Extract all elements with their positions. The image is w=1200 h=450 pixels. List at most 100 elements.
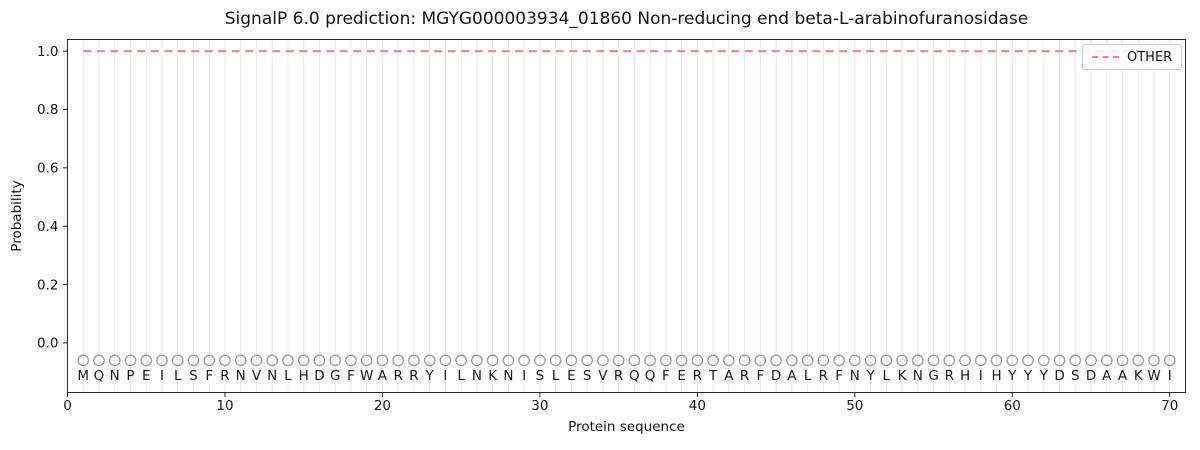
residue-letter: Q [94, 368, 105, 384]
residue-marker [1085, 354, 1097, 367]
residue-marker [534, 354, 546, 367]
residue-letter: I [522, 368, 526, 384]
residue-letter: D [1086, 368, 1096, 384]
residue-letter: S [189, 368, 198, 384]
residue-marker [376, 354, 389, 367]
residue-marker [124, 354, 137, 367]
residue-marker [612, 354, 625, 367]
residue-letter: M [77, 368, 89, 384]
residue-letter: E [142, 368, 151, 384]
residue-marker [707, 354, 719, 367]
residue-marker [77, 354, 90, 367]
residue-marker [1053, 354, 1066, 367]
residue-marker [644, 354, 656, 367]
residue-letter: D [771, 368, 781, 384]
residue-letter: A [787, 368, 797, 384]
residue-letter: E [677, 368, 686, 384]
residue-letter: A [724, 368, 734, 384]
residue-letter: D [314, 368, 324, 384]
residue-letter: E [567, 368, 576, 384]
residue-letter: Y [1007, 368, 1017, 384]
residue-marker [439, 354, 452, 367]
x-tick-label: 70 [1161, 398, 1178, 414]
residue-letter: N [236, 368, 246, 384]
y-tick-label: 0.6 [37, 161, 58, 177]
residue-letter: F [347, 368, 355, 384]
residue-marker [990, 354, 1003, 367]
x-tick-label: 10 [216, 398, 233, 414]
residue-marker [408, 354, 420, 367]
residue-letter: W [1147, 368, 1160, 384]
residue-marker [1069, 354, 1082, 367]
residue-letter: R [409, 368, 418, 384]
residue-letter: G [330, 368, 340, 384]
residue-letter: P [126, 368, 134, 384]
residue-letter: R [393, 368, 402, 384]
residue-marker [911, 354, 924, 367]
residue-marker [723, 354, 735, 367]
residue-letter: N [850, 368, 860, 384]
residue-marker [864, 354, 877, 367]
residue-letter: L [284, 368, 292, 384]
residue-marker [943, 354, 956, 367]
residue-marker [896, 354, 908, 367]
residue-letter: W [360, 368, 373, 384]
residue-letter: L [174, 368, 182, 384]
residue-letter: N [110, 368, 120, 384]
residue-marker [754, 354, 767, 367]
y-tick-label: 0.0 [37, 336, 58, 352]
residue-letter: S [1071, 368, 1080, 384]
residue-letter: V [252, 368, 262, 384]
x-tick-label: 0 [63, 398, 72, 414]
residue-letter: N [267, 368, 277, 384]
residue-letter: A [1102, 368, 1112, 384]
residue-letter: Y [1023, 368, 1033, 384]
residue-marker [628, 354, 641, 367]
residue-letter: T [708, 368, 718, 384]
residue-marker [345, 354, 357, 367]
residue-letter: L [457, 368, 465, 384]
residue-marker [738, 354, 751, 367]
residue-marker [549, 354, 562, 367]
y-tick-label: 0.2 [37, 277, 58, 293]
residue-letter: D [1054, 368, 1064, 384]
residue-marker [455, 354, 468, 367]
residue-letter: R [693, 368, 702, 384]
residue-marker [156, 354, 168, 367]
residue-marker [597, 354, 609, 367]
residue-letter: R [220, 368, 229, 384]
residue-marker [959, 354, 971, 367]
residue-letter: A [378, 368, 388, 384]
residue-marker [250, 354, 263, 367]
residue-marker [140, 354, 153, 367]
residue-marker [880, 354, 893, 367]
residue-marker [518, 354, 530, 367]
residue-marker [1037, 354, 1050, 367]
dashed-line-icon [1092, 56, 1119, 58]
residue-marker [282, 354, 294, 367]
residue-marker [770, 354, 782, 367]
x-tick-label: 60 [1004, 398, 1021, 414]
residue-marker [691, 354, 704, 367]
residue-marker [423, 354, 436, 367]
residue-letter: H [299, 368, 309, 384]
residue-marker [974, 354, 987, 367]
residue-letter: N [913, 368, 923, 384]
x-tick-label: 50 [846, 398, 863, 414]
residue-letter: H [991, 368, 1001, 384]
residue-marker [203, 354, 216, 367]
residue-marker [392, 354, 405, 367]
residue-marker [817, 354, 830, 367]
residue-letter: A [1118, 368, 1128, 384]
residue-marker [1022, 354, 1034, 367]
residue-marker [297, 354, 310, 367]
residue-marker [187, 354, 200, 367]
residue-letter: L [552, 368, 560, 384]
residue-marker [675, 354, 688, 367]
residue-letter: I [443, 368, 447, 384]
plot-frame [67, 39, 1186, 393]
residue-letter: R [740, 368, 749, 384]
residue-letter: I [1168, 368, 1172, 384]
residue-letter: G [928, 368, 938, 384]
